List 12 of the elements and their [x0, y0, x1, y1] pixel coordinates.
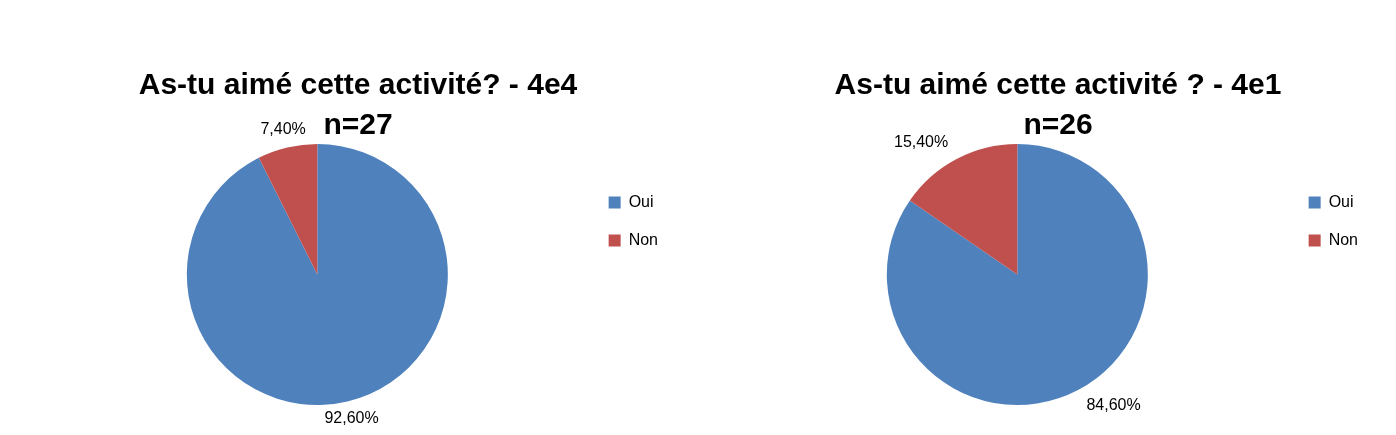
data-label: 84,60% — [1086, 396, 1141, 414]
chart-subtitle: n=27 — [323, 107, 393, 141]
data-label: 92,60% — [324, 409, 379, 427]
legend-label: Non — [1328, 230, 1359, 248]
data-label: 15,40% — [893, 133, 949, 151]
legend-label: Non — [628, 230, 659, 248]
legend-label: Oui — [1328, 192, 1354, 210]
chart-subtitle: n=26 — [1023, 107, 1093, 141]
data-label: 7,40% — [260, 120, 306, 138]
chart-title: As-tu aimé cette activité? - 4e4 — [138, 67, 578, 101]
legend-label: Oui — [628, 192, 654, 210]
chart-title: As-tu aimé cette activité ? - 4e1 — [834, 67, 1282, 101]
